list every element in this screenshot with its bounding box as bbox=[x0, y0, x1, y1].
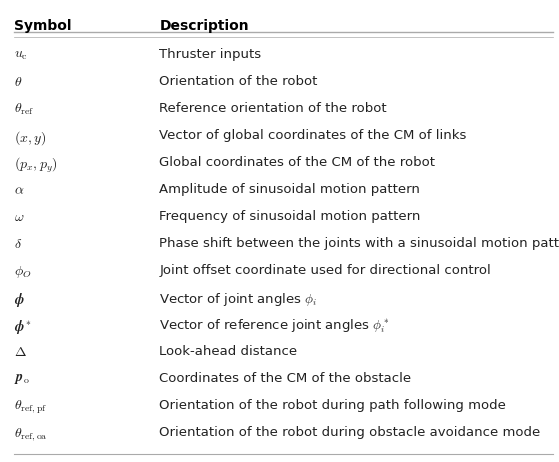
Text: $\theta_\mathrm{ref,oa}$: $\theta_\mathrm{ref,oa}$ bbox=[14, 426, 48, 443]
Text: Description: Description bbox=[159, 19, 249, 33]
Text: $\delta$: $\delta$ bbox=[14, 237, 22, 251]
Text: $\phi_O$: $\phi_O$ bbox=[14, 264, 31, 280]
Text: Phase shift between the joints with a sinusoidal motion pattern: Phase shift between the joints with a si… bbox=[159, 237, 559, 250]
Text: $\boldsymbol{\Delta}$: $\boldsymbol{\Delta}$ bbox=[14, 345, 27, 359]
Text: $(p_x, p_y)$: $(p_x, p_y)$ bbox=[14, 156, 58, 175]
Text: $\boldsymbol{p}_\mathrm{o}$: $\boldsymbol{p}_\mathrm{o}$ bbox=[14, 372, 30, 386]
Text: Orientation of the robot: Orientation of the robot bbox=[159, 75, 318, 88]
Text: Thruster inputs: Thruster inputs bbox=[159, 48, 262, 61]
Text: $\omega$: $\omega$ bbox=[14, 210, 25, 224]
Text: $\theta_\mathrm{ref}$: $\theta_\mathrm{ref}$ bbox=[14, 102, 34, 117]
Text: Coordinates of the CM of the obstacle: Coordinates of the CM of the obstacle bbox=[159, 372, 411, 385]
Text: $\theta$: $\theta$ bbox=[14, 75, 22, 89]
Text: $(x, y)$: $(x, y)$ bbox=[14, 129, 46, 147]
Text: Look-ahead distance: Look-ahead distance bbox=[159, 345, 297, 358]
Text: Global coordinates of the CM of the robot: Global coordinates of the CM of the robo… bbox=[159, 156, 435, 169]
Text: Joint offset coordinate used for directional control: Joint offset coordinate used for directi… bbox=[159, 264, 491, 277]
Text: Symbol: Symbol bbox=[14, 19, 72, 33]
Text: $\boldsymbol{\phi}$: $\boldsymbol{\phi}$ bbox=[14, 291, 25, 309]
Text: Frequency of sinusoidal motion pattern: Frequency of sinusoidal motion pattern bbox=[159, 210, 421, 223]
Text: Orientation of the robot during obstacle avoidance mode: Orientation of the robot during obstacle… bbox=[159, 426, 541, 439]
Text: Vector of reference joint angles $\phi_i^*$: Vector of reference joint angles $\phi_i… bbox=[159, 318, 390, 335]
Text: Vector of joint angles $\phi_i$: Vector of joint angles $\phi_i$ bbox=[159, 291, 318, 308]
Text: $\alpha$: $\alpha$ bbox=[14, 183, 25, 197]
Text: $\theta_\mathrm{ref,pf}$: $\theta_\mathrm{ref,pf}$ bbox=[14, 399, 47, 416]
Text: Orientation of the robot during path following mode: Orientation of the robot during path fol… bbox=[159, 399, 506, 412]
Text: Amplitude of sinusoidal motion pattern: Amplitude of sinusoidal motion pattern bbox=[159, 183, 420, 196]
Text: $u_\mathrm{c}$: $u_\mathrm{c}$ bbox=[14, 48, 28, 62]
Text: Vector of global coordinates of the CM of links: Vector of global coordinates of the CM o… bbox=[159, 129, 467, 142]
Text: Reference orientation of the robot: Reference orientation of the robot bbox=[159, 102, 387, 115]
Text: $\boldsymbol{\phi}^*$: $\boldsymbol{\phi}^*$ bbox=[14, 318, 32, 336]
